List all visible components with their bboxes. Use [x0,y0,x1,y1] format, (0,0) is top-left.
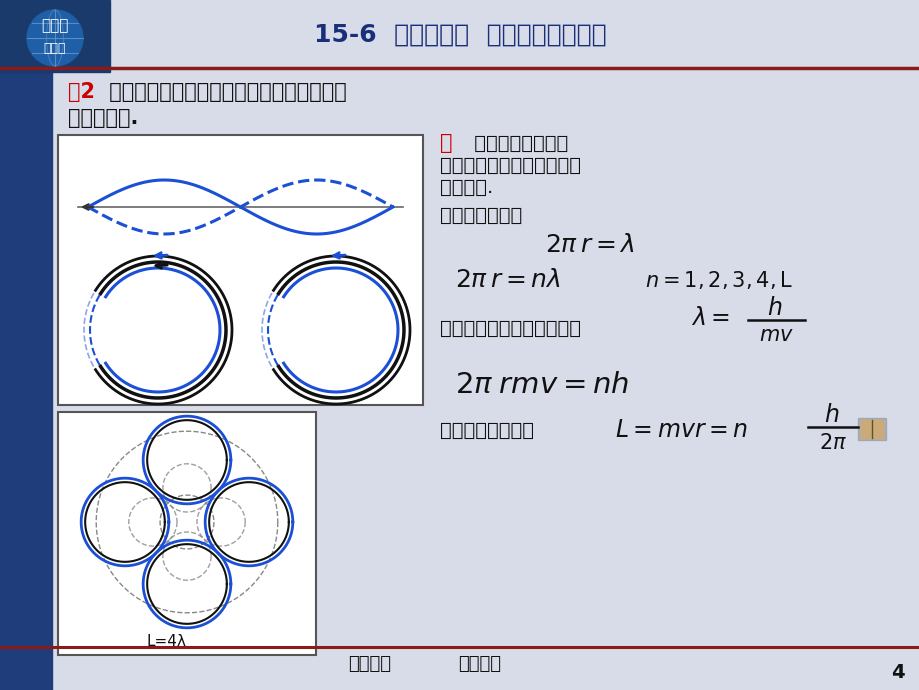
Text: 物理学: 物理学 [41,19,69,34]
Bar [0,0,110,72]
Text: $2\pi\;rmv = nh$: $2\pi\;rmv = nh$ [455,371,629,399]
Text: $L = mvr = n$: $L = mvr = n$ [614,418,747,442]
Text: 电子绕核运动德布罗意波长: 电子绕核运动德布罗意波长 [439,319,581,337]
Circle shape [27,10,83,66]
Text: 例2: 例2 [68,82,95,102]
Bar [857,418,885,440]
Bar [58,135,423,405]
Text: $h$: $h$ [823,403,839,427]
Text: 两端固定的弦，若: 两端固定的弦，若 [468,133,568,152]
Text: 定的驻波.: 定的驻波. [439,177,493,197]
Text: 量子物理: 量子物理 [458,655,501,673]
Text: $\lambda =$: $\lambda =$ [690,306,729,330]
Text: $2\pi\,r = \lambda$: $2\pi\,r = \lambda$ [544,233,634,257]
Text: 第十五章: 第十五章 [348,655,391,673]
Text: 量子化条件.: 量子化条件. [68,108,138,128]
Bar [860,420,882,438]
Text: L=4λ: L=4λ [147,633,187,649]
Text: 角动量量子化条件: 角动量量子化条件 [439,420,533,440]
Text: 解: 解 [439,133,452,153]
Text: $2\pi$: $2\pi$ [818,433,846,453]
Text: 将弦弯曲成圆时: 将弦弯曲成圆时 [439,206,522,224]
Text: 4: 4 [891,662,903,682]
Text: 第五版: 第五版 [44,41,66,55]
Text: $2\pi\,r = n\lambda$: $2\pi\,r = n\lambda$ [455,268,561,292]
Text: $n = 1,2,3,4,\mathrm{L}$: $n = 1,2,3,4,\mathrm{L}$ [644,269,792,291]
Text: $h$: $h$ [766,296,782,320]
Text: $mv$: $mv$ [757,325,792,345]
Text: 15-6  德布罗意波  实物粒子的二象性: 15-6 德布罗意波 实物粒子的二象性 [313,23,606,47]
Text: 从德布罗意波导出氢原子波尔理论中角动量: 从德布罗意波导出氢原子波尔理论中角动量 [102,82,346,102]
Text: 其长度等于波长则可形成稳: 其长度等于波长则可形成稳 [439,155,581,175]
Bar [58,412,315,655]
Bar [0,0,52,690]
